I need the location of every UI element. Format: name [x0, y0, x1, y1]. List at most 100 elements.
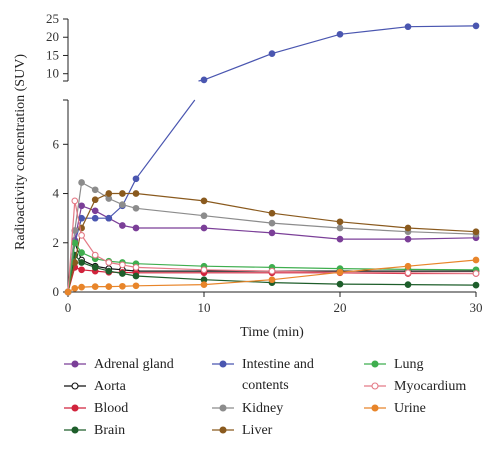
data-point [78, 266, 85, 274]
data-point [336, 268, 344, 276]
data-point [200, 197, 208, 205]
series-line [67, 204, 477, 293]
tick-labels: 0 10 20 30 0 2 4 6 10 15 20 25 [46, 11, 483, 315]
legend-item-blood: Blood [64, 401, 128, 416]
legend-label: Intestine and [242, 357, 314, 372]
legend-label: Aorta [94, 379, 127, 394]
data-point [268, 219, 276, 227]
data-point [472, 256, 480, 264]
data-point [119, 270, 126, 277]
data-point [91, 207, 99, 215]
data-point [91, 264, 99, 271]
data-point [472, 281, 480, 289]
data-point [78, 214, 85, 222]
data-point [268, 276, 276, 284]
x-tick-label: 0 [65, 300, 72, 315]
legend-marker [71, 426, 79, 434]
data-point [105, 190, 113, 197]
data-point [78, 202, 85, 210]
data-point [268, 50, 276, 57]
x-tick-label: 30 [470, 300, 483, 315]
data-point [268, 209, 276, 217]
data-point [472, 228, 480, 236]
legend-item-adrenal-gland: Adrenal gland [64, 357, 174, 372]
data-point [200, 212, 208, 220]
data-point [336, 218, 344, 226]
y-tick-label: 25 [46, 11, 59, 26]
data-point [404, 235, 412, 243]
data-point [268, 267, 276, 275]
x-axis-title: Time (min) [240, 325, 304, 340]
data-point [404, 269, 412, 277]
legend-marker [371, 382, 379, 390]
legend-marker [71, 382, 79, 390]
data-point [105, 267, 113, 275]
legend-label: Brain [94, 423, 125, 438]
data-point [200, 266, 208, 274]
data-point [132, 282, 140, 290]
series-myocardium [64, 197, 480, 296]
data-point [132, 204, 140, 212]
data-point [119, 190, 126, 197]
legend-marker [371, 404, 379, 412]
legend-marker [71, 360, 79, 368]
data-point [71, 197, 79, 205]
data-point [404, 224, 412, 232]
legend-item-urine: Urine [364, 401, 426, 416]
data-point [404, 23, 412, 31]
legend-marker [371, 360, 379, 368]
data-point [105, 259, 113, 266]
data-point [78, 249, 85, 256]
data-point [472, 270, 480, 277]
data-point [336, 280, 344, 288]
legend-label: Kidney [242, 401, 283, 416]
series-lines [64, 22, 480, 296]
data-point [404, 281, 412, 288]
y-tick-label: 20 [46, 29, 59, 44]
series-urine [64, 256, 480, 296]
data-point [336, 235, 344, 243]
legend-item-kidney: Kidney [212, 401, 283, 416]
data-point [200, 224, 208, 232]
legend-label: Lung [394, 357, 424, 372]
data-point [404, 262, 412, 270]
data-point [105, 214, 113, 222]
legend-marker [219, 426, 227, 434]
y-tick-label: 15 [46, 47, 59, 62]
data-point [132, 264, 140, 271]
data-point [119, 222, 126, 229]
y-tick-label: 2 [53, 235, 60, 250]
data-point [336, 30, 344, 38]
data-point [78, 259, 85, 266]
data-point [78, 179, 85, 186]
legend-label: Adrenal gland [94, 357, 174, 372]
legend-item-intestine-and-contents: Intestine and contents [212, 357, 314, 393]
legend-label: contents [242, 378, 289, 393]
data-point [132, 224, 140, 232]
data-point [132, 272, 140, 280]
legend-label: Myocardium [394, 379, 466, 394]
series-intestine-and-contents [64, 22, 480, 296]
data-point [71, 239, 79, 247]
x-tick-label: 10 [198, 300, 211, 315]
data-point [71, 284, 79, 292]
data-point [64, 288, 72, 296]
data-point [119, 201, 126, 208]
y-tick-label: 10 [46, 66, 59, 81]
legend-marker [219, 404, 227, 412]
data-point [268, 229, 276, 237]
legend-item-myocardium: Myocardium [364, 379, 466, 394]
data-point [91, 251, 99, 259]
y-tick-label: 4 [53, 186, 60, 201]
data-point [105, 283, 113, 290]
legend: Adrenal gland Aorta Blood Brain Intestine an… [64, 357, 466, 438]
series-line [67, 99, 196, 293]
series-line [67, 181, 477, 293]
series-line [67, 200, 477, 293]
axes [63, 18, 477, 297]
data-point [472, 22, 480, 30]
data-point [91, 283, 99, 290]
data-point [200, 281, 208, 288]
legend-item-liver: Liver [212, 423, 273, 438]
